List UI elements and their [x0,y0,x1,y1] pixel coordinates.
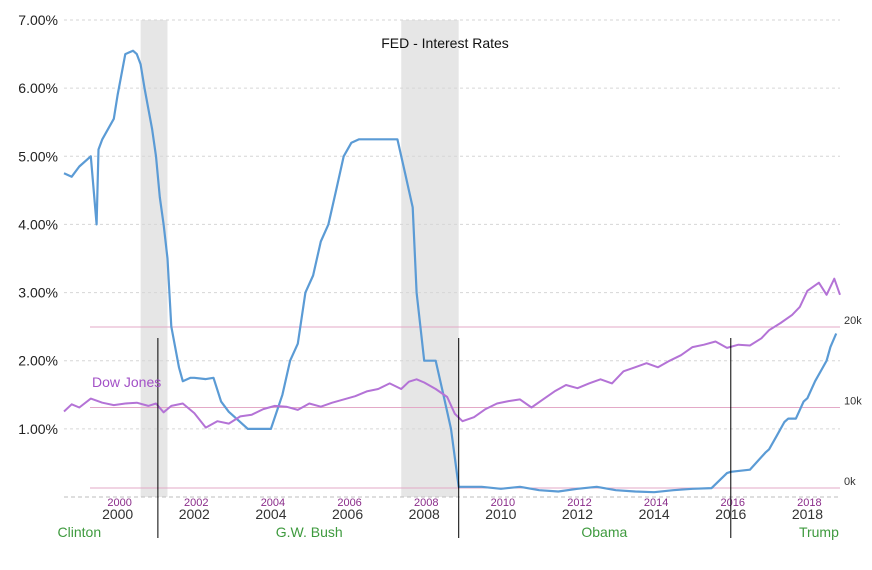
x-tick-label: 2012 [562,506,593,522]
dow-year-label: 2010 [491,497,515,509]
recession-band-0 [140,20,168,497]
recession-shading [140,20,459,497]
y-tick-label: 7.00% [18,12,58,28]
x-axis-ticks: 2000 2002 2004 2006 2008 2010 2012 2014 2016 2018 [102,506,823,522]
dow-tick-label: 20k [844,315,862,327]
y-axis-ticks: 1.00% 2.00% 3.00% 4.00% 5.00% 6.00% 7.00% [18,12,840,437]
y-tick-label: 6.00% [18,80,58,96]
series-lines [63,49,841,494]
x-tick-label: 2006 [332,506,363,522]
dow-year-label: 2016 [721,497,745,509]
y-tick-label: 2.00% [18,353,58,369]
presidency-boundaries [157,338,732,538]
chart-title: FED - Interest Rates [381,35,509,51]
x-tick-label: 2018 [792,506,823,522]
y-tick-label: 5.00% [18,148,58,164]
fed-rate-line [63,49,838,494]
dow-year-label: 2014 [644,497,668,509]
x-tick-label: 2014 [639,506,670,522]
y-tick-label: 3.00% [18,285,58,301]
x-tick-label: 2002 [179,506,210,522]
dow-year-label: 2000 [107,497,131,509]
dow-axis-ticks: 0k 10k 20k [844,315,862,488]
dow-year-label: 2008 [414,497,438,509]
x-tick-label: 2008 [409,506,440,522]
y-tick-label: 4.00% [18,216,58,232]
x-tick-label: 2010 [485,506,516,522]
dow-year-label: 2004 [261,497,285,509]
y-tick-label: 1.00% [18,421,58,437]
era-label: G.W. Bush [276,524,343,540]
dow-year-labels: 2000 2002 2004 2006 2008 2010 2012 2014 2016 2018 [107,497,821,509]
era-label: Obama [581,524,627,540]
dow-tick-label: 10k [844,396,862,408]
dow-gridlines [90,326,840,489]
dow-year-label: 2002 [184,497,208,509]
x-tick-label: 2000 [102,506,133,522]
dow-year-label: 2006 [337,497,361,509]
era-label: Trump [799,524,839,540]
x-tick-label: 2004 [255,506,286,522]
dow-year-label: 2012 [567,497,591,509]
dow-year-label: 2018 [797,497,821,509]
era-label: Clinton [58,524,102,540]
dow-series-label: Dow Jones [92,374,161,390]
era-labels: Clinton G.W. Bush Obama Trump [58,524,840,540]
dow-tick-label: 0k [844,476,856,488]
dow-jones-line [63,277,841,429]
